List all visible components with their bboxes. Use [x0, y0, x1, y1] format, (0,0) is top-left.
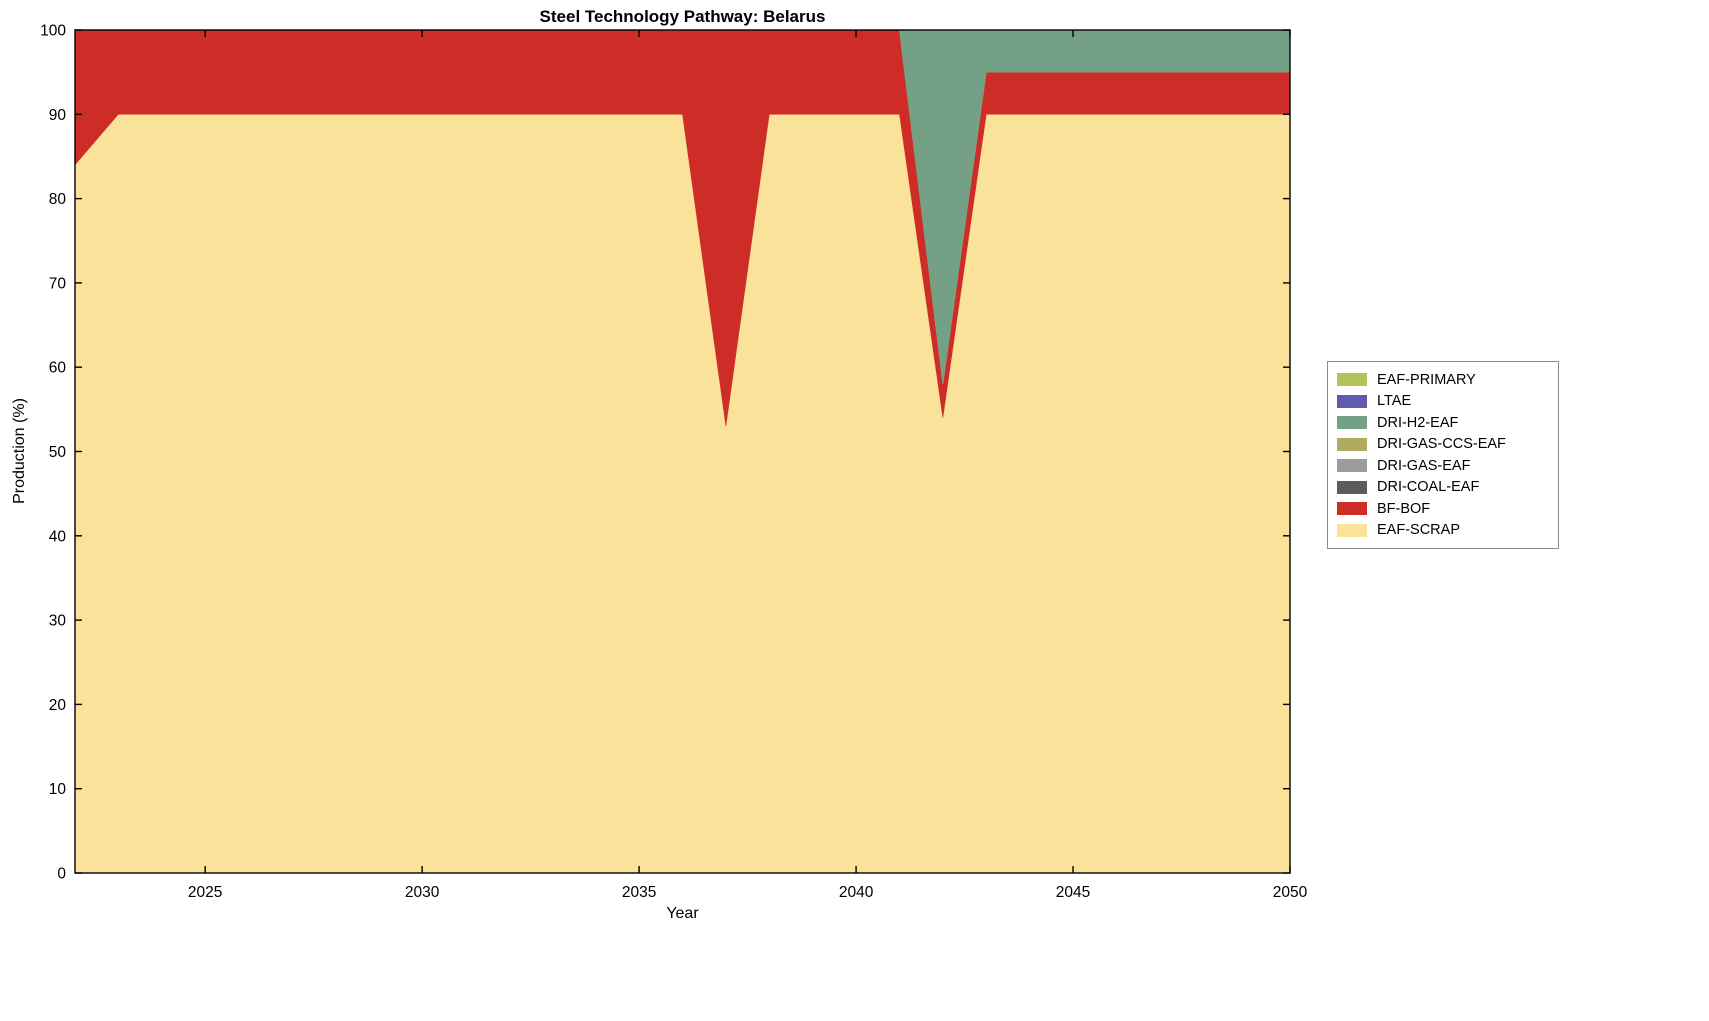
- legend-swatch: [1337, 373, 1367, 387]
- legend-swatch: [1337, 502, 1367, 516]
- legend-item-ltae: LTAE: [1337, 391, 1558, 413]
- x-tick-label: 2035: [622, 884, 656, 901]
- legend-swatch: [1337, 437, 1367, 451]
- x-tick-label: 2025: [188, 884, 222, 901]
- chart-title: Steel Technology Pathway: Belarus: [539, 7, 826, 26]
- x-tick-label: 2045: [1056, 884, 1090, 901]
- y-tick-label: 10: [49, 781, 67, 798]
- area-series-eaf-scrap: [74, 114, 1291, 874]
- y-tick-label: 70: [49, 275, 67, 292]
- x-tick-label: 2050: [1273, 884, 1308, 901]
- legend-swatch: [1337, 480, 1367, 494]
- legend-label: DRI-GAS-EAF: [1377, 457, 1471, 474]
- x-axis-label: Year: [666, 905, 699, 922]
- y-tick-label: 100: [40, 23, 66, 40]
- legend-swatch: [1337, 394, 1367, 408]
- legend-label: EAF-PRIMARY: [1377, 371, 1476, 388]
- y-tick-label: 30: [49, 613, 67, 630]
- y-tick-label: 60: [49, 360, 67, 377]
- x-tick-label: 2030: [405, 884, 440, 901]
- legend-item-bf-bof: BF-BOF: [1337, 498, 1558, 520]
- y-axis-label: Production (%): [11, 398, 28, 504]
- legend-item-eaf-scrap: EAF-SCRAP: [1337, 520, 1558, 542]
- legend-swatch: [1337, 416, 1367, 430]
- y-tick-label: 0: [57, 866, 66, 883]
- x-tick-label: 2040: [839, 884, 874, 901]
- legend-label: DRI-COAL-EAF: [1377, 479, 1480, 496]
- y-tick-label: 40: [49, 528, 67, 545]
- legend-swatch: [1337, 459, 1367, 473]
- legend-item-eaf-primary: EAF-PRIMARY: [1337, 369, 1558, 391]
- y-tick-label: 80: [49, 191, 67, 208]
- legend-item-dri-h2-eaf: DRI-H2-EAF: [1337, 412, 1558, 434]
- legend-label: DRI-GAS-CCS-EAF: [1377, 436, 1506, 453]
- y-tick-label: 20: [49, 697, 67, 714]
- legend-label: LTAE: [1377, 393, 1412, 410]
- y-tick-label: 90: [49, 107, 67, 124]
- legend-item-dri-coal-eaf: DRI-COAL-EAF: [1337, 477, 1558, 499]
- legend-swatch: [1337, 523, 1367, 537]
- legend-item-dri-gas-eaf: DRI-GAS-EAF: [1337, 455, 1558, 477]
- legend-item-dri-gas-ccs-eaf: DRI-GAS-CCS-EAF: [1337, 434, 1558, 456]
- legend-label: EAF-SCRAP: [1377, 522, 1460, 539]
- y-tick-label: 50: [49, 444, 67, 461]
- legend-label: DRI-H2-EAF: [1377, 414, 1459, 431]
- legend: EAF-PRIMARY LTAE DRI-H2-EAF DRI-GAS-CCS-EAF…: [1327, 361, 1559, 549]
- legend-label: BF-BOF: [1377, 500, 1431, 517]
